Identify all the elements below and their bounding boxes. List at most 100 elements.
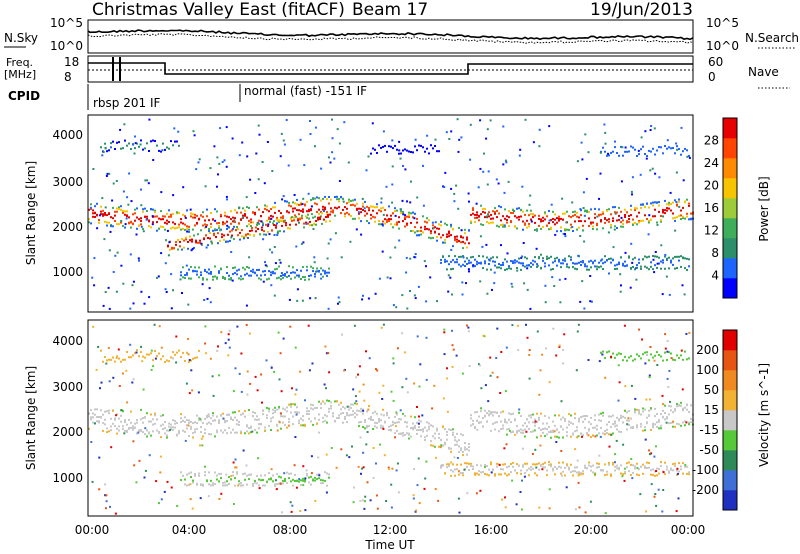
heatmap-cell xyxy=(532,463,534,466)
heatmap-cell xyxy=(162,218,164,221)
heatmap-cell xyxy=(105,500,108,503)
heatmap-cell xyxy=(668,369,671,372)
heatmap-cell xyxy=(638,410,640,413)
heatmap-cell xyxy=(680,265,682,268)
heatmap-cell xyxy=(402,165,404,167)
heatmap-cell xyxy=(488,414,490,417)
heatmap-cell xyxy=(223,234,225,237)
heatmap-cell xyxy=(502,223,504,226)
heatmap-cell xyxy=(598,197,600,200)
heatmap-cell xyxy=(558,215,560,218)
heatmap-cell xyxy=(362,209,364,211)
heatmap-cell xyxy=(660,215,662,217)
heatmap-cell xyxy=(258,484,260,487)
heatmap-cell xyxy=(610,223,612,226)
heatmap-cell xyxy=(300,209,302,212)
heatmap-cell xyxy=(556,428,558,431)
heatmap-cell xyxy=(638,211,640,214)
heatmap-cell xyxy=(488,410,490,413)
heatmap-cell xyxy=(146,429,148,432)
heatmap-cell xyxy=(152,208,154,211)
heatmap-cell xyxy=(640,357,642,360)
heatmap-cell xyxy=(156,215,158,218)
heatmap-cell xyxy=(637,149,640,152)
heatmap-cell xyxy=(599,435,602,438)
heatmap-cell xyxy=(216,228,218,231)
heatmap-cell xyxy=(434,230,436,233)
heatmap-cell xyxy=(274,211,276,214)
heatmap-cell xyxy=(664,418,666,421)
heatmap-cell xyxy=(367,297,370,300)
heatmap-cell xyxy=(676,255,678,258)
heatmap-cell xyxy=(248,274,250,277)
heatmap-cell xyxy=(191,507,194,510)
heatmap-cell xyxy=(464,446,466,449)
heatmap-cell xyxy=(292,415,294,418)
heatmap-cell xyxy=(505,346,508,349)
heatmap-cell xyxy=(254,481,256,484)
heatmap-cell xyxy=(296,269,298,272)
heatmap-cell xyxy=(302,479,304,482)
heatmap-cell xyxy=(564,257,566,260)
heatmap-cell xyxy=(207,495,210,498)
heatmap-cell xyxy=(479,280,482,283)
heatmap-cell xyxy=(106,221,108,224)
heatmap-cell xyxy=(666,340,669,342)
heatmap-cell xyxy=(470,220,472,223)
heatmap-cell xyxy=(240,278,242,281)
heatmap-cell xyxy=(289,227,291,230)
heatmap-cell xyxy=(247,233,249,235)
heatmap-cell xyxy=(510,260,512,263)
heatmap-cell xyxy=(661,394,664,397)
heatmap-cell xyxy=(685,421,688,424)
heatmap-cell xyxy=(273,246,276,248)
heatmap-cell xyxy=(511,324,514,327)
heatmap-cell xyxy=(227,233,229,236)
heatmap-cell xyxy=(278,378,281,381)
heatmap-cell xyxy=(414,297,417,300)
heatmap-cell xyxy=(548,426,550,428)
heatmap-cell xyxy=(203,299,206,301)
heatmap-cell xyxy=(568,413,570,416)
heatmap-cell xyxy=(628,356,630,359)
heatmap-cell xyxy=(582,420,584,423)
heatmap-cell xyxy=(460,447,462,450)
heatmap-cell xyxy=(460,463,462,466)
heatmap-cell xyxy=(364,200,366,203)
heatmap-cell xyxy=(223,238,225,241)
heatmap-cell xyxy=(556,217,558,220)
heatmap-cell xyxy=(194,224,196,227)
heatmap-cell xyxy=(182,227,184,230)
heatmap-cell xyxy=(372,209,374,212)
heatmap-cell xyxy=(233,219,236,222)
heatmap-cell xyxy=(216,276,218,279)
heatmap-cell xyxy=(177,238,179,241)
heatmap-cell xyxy=(648,376,651,379)
heatmap-cell xyxy=(182,213,184,216)
heatmap-cell xyxy=(365,169,368,172)
heatmap-cell xyxy=(466,448,468,451)
heatmap-cell xyxy=(329,238,332,241)
heatmap-cell xyxy=(252,271,254,274)
heatmap-cell xyxy=(488,211,490,214)
heatmap-cell xyxy=(128,427,130,430)
heatmap-cell xyxy=(222,275,224,278)
heatmap-cell xyxy=(280,278,282,281)
heatmap-cell xyxy=(320,267,322,270)
heatmap-cell xyxy=(154,422,156,425)
heatmap-cell xyxy=(246,393,249,396)
heatmap-cell xyxy=(574,508,577,511)
heatmap-cell xyxy=(510,282,513,285)
heatmap-cell xyxy=(414,424,416,427)
heatmap-cell xyxy=(536,228,538,231)
heatmap-cell xyxy=(678,423,680,426)
heatmap-cell xyxy=(186,427,188,430)
heatmap-cell xyxy=(134,426,136,429)
heatmap-cell xyxy=(188,392,191,395)
heatmap-cell xyxy=(280,427,282,430)
heatmap-cell xyxy=(302,415,304,418)
heatmap-cell xyxy=(249,382,252,385)
heatmap-cell xyxy=(245,196,248,199)
heatmap-cell xyxy=(422,231,424,234)
heatmap-cell xyxy=(316,406,318,409)
